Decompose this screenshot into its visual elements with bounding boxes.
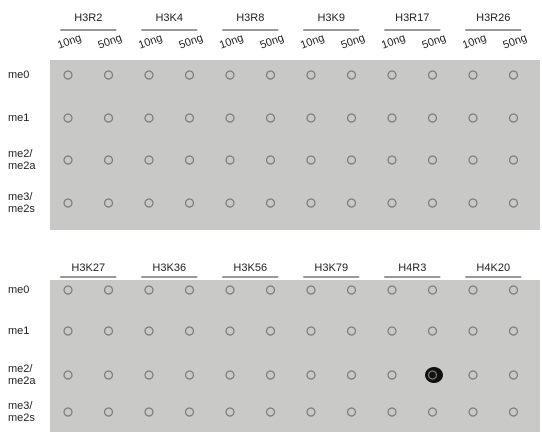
group-label: H4R3	[398, 262, 426, 274]
row-label: me0	[8, 284, 29, 296]
row-label: me2s	[8, 412, 35, 424]
dot-blot-figure: H3R2 10ng 50ng H3K4 10ng 50ng H3R8 10ng 50ng H3K9…	[0, 0, 542, 434]
row-label: me2s	[8, 203, 35, 215]
concentration-label: 10ng	[218, 32, 245, 52]
row-label: me1	[8, 325, 29, 337]
row-label: me2a	[8, 375, 36, 387]
concentration-label: 50ng	[501, 32, 528, 52]
group-label: H3K4	[155, 12, 183, 24]
row-label: me2/	[8, 148, 33, 160]
row-label: me0	[8, 69, 29, 81]
positive-spot	[425, 367, 443, 383]
group-label: H3K56	[233, 262, 267, 274]
group-label: H3K27	[71, 262, 105, 274]
concentration-label: 10ng	[56, 32, 83, 52]
concentration-label: 10ng	[299, 32, 326, 52]
group-label: H3K9	[317, 12, 345, 24]
row-label: me3/	[8, 400, 33, 412]
group-label: H3R2	[74, 12, 102, 24]
group-label: H4K20	[476, 262, 510, 274]
row-label: me1	[8, 112, 29, 124]
group-label: H3R26	[476, 12, 510, 24]
row-label: me2a	[8, 160, 36, 172]
concentration-label: 10ng	[461, 32, 488, 52]
group-label: H3R17	[395, 12, 429, 24]
concentration-label: 50ng	[177, 32, 204, 52]
concentration-label: 50ng	[339, 32, 366, 52]
membrane-bottom	[50, 280, 540, 432]
group-label: H3K79	[314, 262, 348, 274]
concentration-label: 10ng	[137, 32, 164, 52]
row-label: me2/	[8, 363, 33, 375]
group-label: H3K36	[152, 262, 186, 274]
group-label: H3R8	[236, 12, 264, 24]
membrane-top	[50, 60, 540, 230]
concentration-label: 10ng	[380, 32, 407, 52]
row-label: me3/	[8, 191, 33, 203]
concentration-label: 50ng	[96, 32, 123, 52]
concentration-label: 50ng	[420, 32, 447, 52]
concentration-label: 50ng	[258, 32, 285, 52]
